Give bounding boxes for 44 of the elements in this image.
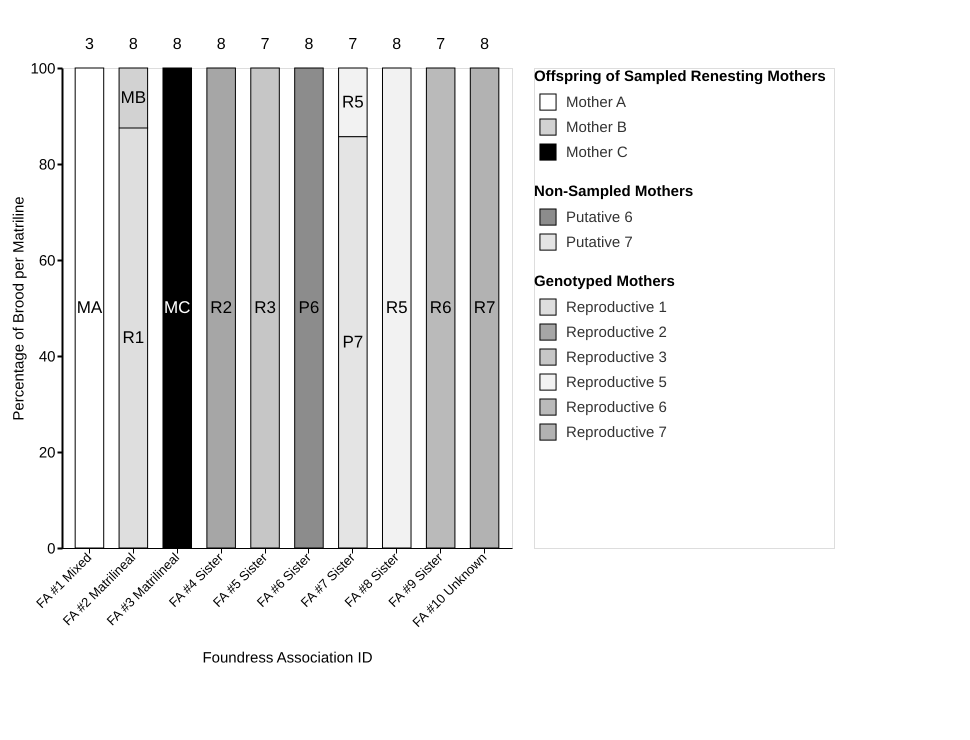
legend-label: Reproductive 6	[566, 399, 667, 416]
legend-label: Mother B	[566, 119, 627, 136]
text: 8	[392, 36, 402, 53]
y-tick-label: 80	[38, 156, 56, 174]
legend-label: Reproductive 1	[566, 299, 667, 316]
y-tick-label: 0	[47, 540, 56, 558]
data-label: R5	[342, 92, 364, 112]
legend-title: Offspring of Sampled Renesting Mothers	[534, 68, 826, 85]
y-tick-label: 100	[30, 60, 56, 78]
text: 7	[260, 36, 270, 53]
legend-label: Reproductive 7	[566, 424, 667, 441]
legend-label: Putative 6	[566, 209, 633, 226]
data-label: P7	[342, 332, 364, 352]
text: 8	[216, 36, 226, 53]
text: 7	[436, 36, 446, 53]
y-tick-label: 40	[38, 348, 56, 366]
data-label: MA	[76, 298, 103, 317]
text: 8	[128, 36, 138, 53]
data-label: R2	[210, 298, 232, 317]
data-label: MB	[120, 88, 146, 107]
legend-label: Putative 7	[566, 234, 633, 251]
data-label: R1	[122, 328, 144, 347]
text: 8	[304, 36, 314, 53]
text: 8	[172, 36, 182, 53]
data-label: R3	[254, 298, 276, 317]
data-label: R5	[386, 298, 408, 317]
text: 3	[84, 36, 94, 53]
data-label: MC	[164, 298, 190, 317]
y-axis-title: Percentage of Brood per Matriline	[10, 196, 28, 421]
data-label: R6	[430, 298, 452, 317]
data-label: R7	[474, 298, 496, 317]
legend-label: Reproductive 2	[566, 324, 667, 341]
y-tick-label: 20	[38, 444, 56, 462]
legend-label: Reproductive 5	[566, 374, 667, 391]
text: 8	[480, 36, 490, 53]
x-axis-title: Foundress Association ID	[202, 649, 373, 666]
legend-label: Mother A	[566, 94, 626, 111]
data-label: P6	[298, 298, 320, 317]
legend-label: Reproductive 3	[566, 349, 667, 366]
text: Non-Sampled Mothers	[534, 183, 694, 200]
text: 7	[348, 36, 358, 53]
text: Genotyped Mothers	[534, 273, 675, 290]
y-tick-label: 60	[38, 252, 56, 270]
legend-label: Mother C	[566, 144, 628, 161]
